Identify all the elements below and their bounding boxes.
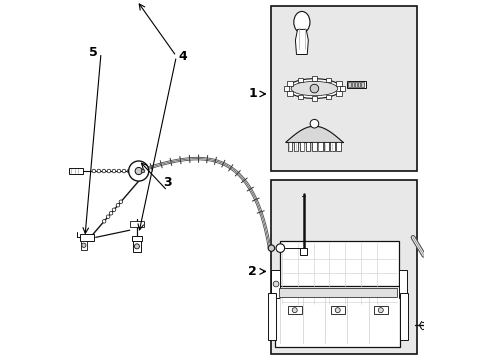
Circle shape [134, 244, 139, 249]
Bar [133, 241, 140, 252]
Bar [81, 241, 86, 250]
Bar [324, 142, 328, 151]
Text: 1: 1 [248, 87, 257, 100]
Bar [287, 142, 292, 151]
Bar [300, 248, 306, 255]
Circle shape [128, 161, 148, 181]
Bar [335, 81, 341, 86]
Circle shape [292, 308, 297, 313]
Text: 3: 3 [163, 176, 171, 189]
Bar [373, 306, 387, 315]
Bar [361, 82, 363, 87]
Bar [348, 82, 350, 87]
Polygon shape [69, 168, 83, 174]
Ellipse shape [293, 12, 309, 33]
Bar [305, 142, 310, 151]
Circle shape [135, 167, 142, 175]
Bar [274, 286, 400, 347]
Circle shape [97, 169, 101, 173]
Circle shape [81, 243, 86, 247]
Bar [129, 221, 144, 226]
Bar [287, 306, 301, 315]
Circle shape [116, 203, 120, 207]
Circle shape [119, 200, 122, 203]
Bar [283, 86, 289, 91]
Bar [297, 78, 303, 82]
Polygon shape [295, 30, 308, 54]
Text: 4: 4 [178, 50, 186, 63]
Circle shape [122, 169, 125, 173]
Bar [357, 82, 360, 87]
Polygon shape [131, 235, 142, 241]
Bar [351, 82, 353, 87]
Bar [287, 91, 292, 96]
Circle shape [112, 208, 116, 212]
Circle shape [109, 211, 113, 215]
Circle shape [112, 169, 116, 173]
Circle shape [117, 169, 121, 173]
Bar [299, 142, 304, 151]
Bar [325, 78, 330, 82]
Bar [297, 95, 303, 99]
Bar [330, 306, 344, 315]
Bar [354, 82, 356, 87]
Circle shape [309, 120, 318, 128]
Circle shape [378, 308, 383, 313]
Bar [271, 270, 280, 298]
Bar [398, 270, 406, 298]
Bar [287, 81, 292, 86]
Circle shape [141, 169, 144, 173]
Circle shape [309, 84, 318, 93]
Text: 5: 5 [88, 46, 97, 59]
Bar [280, 241, 398, 306]
Circle shape [92, 169, 96, 173]
Bar [346, 81, 366, 88]
Circle shape [273, 281, 278, 287]
Bar [339, 86, 345, 91]
Bar [267, 293, 275, 339]
Bar [311, 142, 316, 151]
Bar [311, 96, 317, 101]
Bar [80, 234, 94, 241]
Circle shape [102, 169, 105, 173]
Circle shape [276, 244, 284, 252]
Bar [311, 76, 317, 81]
Circle shape [127, 169, 131, 173]
Ellipse shape [290, 81, 337, 96]
Circle shape [107, 169, 110, 173]
Circle shape [106, 215, 110, 219]
Circle shape [267, 245, 274, 251]
Bar [317, 142, 322, 151]
Bar [335, 91, 341, 96]
Bar [293, 142, 298, 151]
Ellipse shape [287, 79, 341, 98]
Bar [271, 6, 416, 171]
Circle shape [335, 308, 340, 313]
Circle shape [102, 220, 106, 223]
Bar [329, 142, 334, 151]
Bar [271, 180, 416, 354]
Bar [400, 293, 407, 339]
Bar [336, 142, 340, 151]
Bar [325, 95, 330, 99]
Text: 2: 2 [248, 265, 257, 278]
Bar [278, 288, 396, 297]
